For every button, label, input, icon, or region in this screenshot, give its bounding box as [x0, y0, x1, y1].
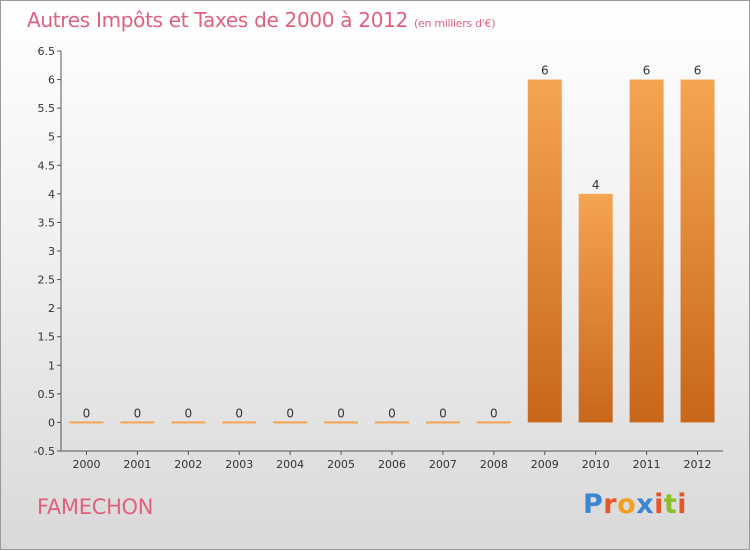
x-tick-label: 2003 — [225, 458, 253, 471]
data-label: 0 — [388, 406, 396, 420]
data-label: 6 — [643, 64, 651, 78]
x-tick-label: 2006 — [378, 458, 406, 471]
logo-letter: r — [603, 489, 618, 520]
commune-name: FAMECHON — [37, 495, 154, 519]
bar — [273, 421, 308, 424]
bar — [69, 421, 104, 424]
chart-title: Autres Impôts et Taxes de 2000 à 2012 (en… — [27, 8, 495, 32]
data-label: 0 — [337, 406, 345, 420]
x-tick-label: 2008 — [480, 458, 508, 471]
bar — [578, 193, 613, 423]
bar — [629, 79, 664, 423]
data-label: 0 — [286, 406, 294, 420]
bar — [120, 421, 155, 424]
x-tick-label: 2009 — [531, 458, 559, 471]
y-tick-label: 0.5 — [38, 388, 56, 401]
y-tick-label: 4 — [48, 188, 55, 201]
data-label: 6 — [541, 64, 549, 78]
y-tick-label: 0 — [48, 416, 55, 429]
logo-letter: t — [663, 489, 678, 520]
chart-title-text: Autres Impôts et Taxes de 2000 à 2012 — [27, 8, 408, 32]
y-tick-label: 6.5 — [38, 45, 56, 58]
logo-letter: P — [583, 489, 604, 520]
y-tick-label: 4.5 — [38, 159, 56, 172]
bar — [425, 421, 460, 424]
y-tick-label: 5.5 — [38, 102, 56, 115]
bar — [527, 79, 562, 423]
data-label: 0 — [235, 406, 243, 420]
y-tick-label: 6 — [48, 74, 55, 87]
proxiti-logo: Proxiti — [583, 489, 687, 520]
y-tick-label: 5 — [48, 131, 55, 144]
data-label: 0 — [439, 406, 447, 420]
data-label: 6 — [694, 64, 702, 78]
x-tick-label: 2011 — [633, 458, 661, 471]
x-tick-label: 2010 — [582, 458, 610, 471]
x-tick-label: 2007 — [429, 458, 457, 471]
bar — [680, 79, 715, 423]
y-tick-label: 3.5 — [38, 216, 56, 229]
y-tick-label: 1 — [48, 359, 55, 372]
logo-letter: x — [636, 489, 655, 520]
data-label: 0 — [184, 406, 192, 420]
y-tick-label: -0.5 — [34, 445, 55, 458]
bar — [324, 421, 359, 424]
x-tick-label: 2004 — [276, 458, 304, 471]
logo-letter: i — [677, 489, 688, 520]
y-tick-label: 3 — [48, 245, 55, 258]
bar — [171, 421, 206, 424]
bar — [222, 421, 257, 424]
x-tick-label: 2001 — [123, 458, 151, 471]
y-tick-label: 2.5 — [38, 274, 56, 287]
x-tick-label: 2005 — [327, 458, 355, 471]
data-label: 4 — [592, 178, 600, 192]
x-tick-label: 2012 — [684, 458, 712, 471]
data-label: 0 — [83, 406, 91, 420]
bar — [476, 421, 511, 424]
y-tick-label: 1.5 — [38, 331, 56, 344]
x-tick-label: 2000 — [72, 458, 100, 471]
chart-unit: (en milliers d'€) — [414, 17, 496, 30]
y-tick-label: 2 — [48, 302, 55, 315]
data-label: 0 — [490, 406, 498, 420]
x-tick-label: 2002 — [174, 458, 202, 471]
data-label: 0 — [134, 406, 142, 420]
logo-letter: i — [654, 489, 664, 520]
bar — [375, 421, 409, 424]
logo-letter: o — [617, 489, 637, 520]
